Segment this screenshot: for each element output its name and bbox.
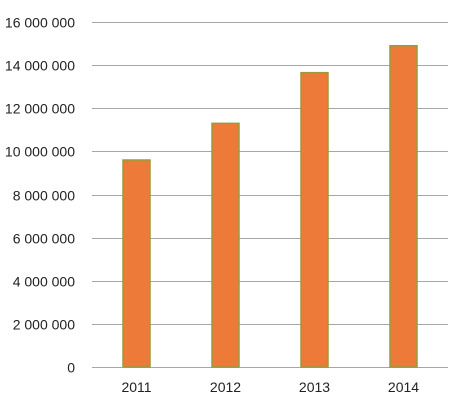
- bar-2012: [211, 122, 240, 368]
- y-tick-label: 10 000 000: [5, 144, 75, 160]
- y-tick-label: 14 000 000: [5, 58, 75, 74]
- x-tick-label: 2011: [121, 379, 151, 395]
- y-tick-label: 4 000 000: [13, 274, 75, 290]
- bar-2013: [300, 71, 329, 368]
- x-tick-label: 2012: [210, 379, 241, 395]
- y-tick-label: 2 000 000: [13, 317, 75, 333]
- bar-2014: [389, 44, 418, 368]
- y-tick-label: 12 000 000: [5, 101, 75, 117]
- bars: [122, 44, 418, 368]
- x-tick-label: 2014: [388, 379, 419, 395]
- y-tick-label: 0: [67, 360, 75, 376]
- y-tick-label: 6 000 000: [13, 231, 75, 247]
- y-tick-label: 8 000 000: [13, 188, 75, 204]
- gridlines: [92, 22, 448, 368]
- y-axis-tick-labels: 0 2 000 000 4 000 000 6 000 000 8 000 000 10 …: [5, 15, 75, 376]
- x-axis-tick-labels: 2011 2012 2013 2014: [121, 379, 419, 395]
- bar-2011: [122, 159, 151, 368]
- x-tick-label: 2013: [299, 379, 330, 395]
- y-tick-label: 16 000 000: [5, 15, 75, 31]
